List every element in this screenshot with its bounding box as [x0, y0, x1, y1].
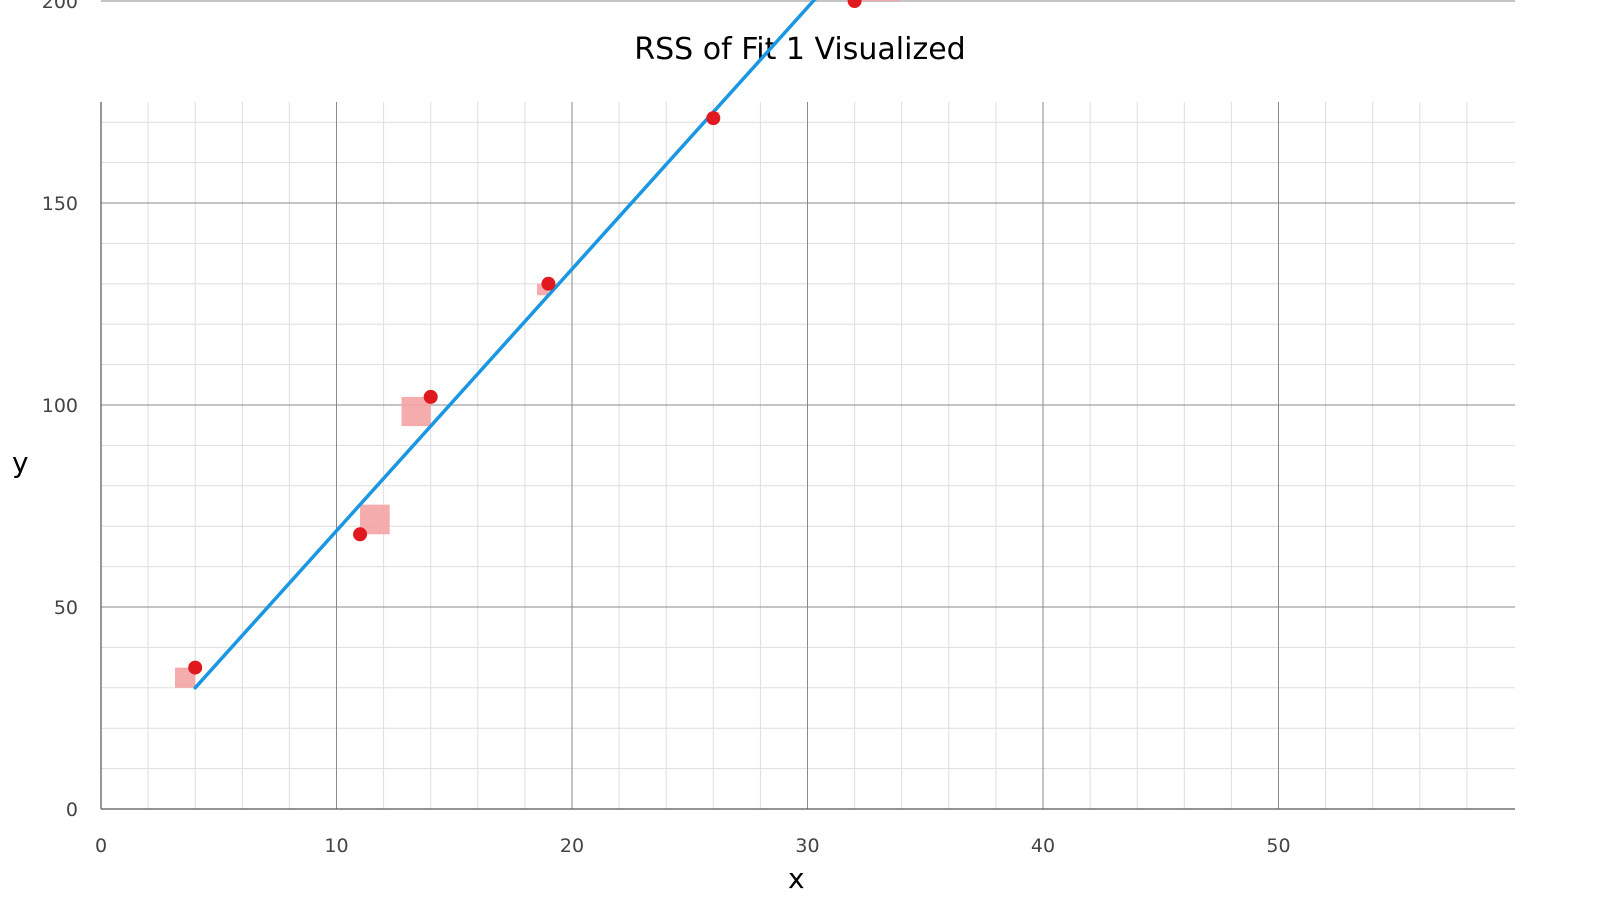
y-tick-label: 150	[42, 193, 78, 215]
x-tick-label: 30	[795, 835, 819, 857]
y-axis-label: y	[12, 446, 29, 479]
data-point	[847, 0, 862, 8]
chart-title: RSS of Fit 1 Visualized	[634, 32, 966, 67]
y-tick-label: 100	[42, 395, 78, 417]
x-axis-label: x	[788, 862, 805, 895]
x-tick-label: 10	[324, 835, 348, 857]
x-tick-label: 50	[1266, 835, 1290, 857]
x-tick-label: 0	[95, 835, 107, 857]
y-tick-label: 0	[66, 799, 78, 821]
x-tick-label: 40	[1031, 835, 1055, 857]
y-tick-label: 200	[42, 0, 78, 13]
x-tick-label: 20	[560, 835, 584, 857]
data-point	[423, 389, 438, 404]
data-point	[188, 660, 203, 675]
y-tick-label: 50	[54, 597, 78, 619]
data-point	[706, 111, 721, 126]
residual-square	[536, 283, 549, 296]
data-point	[353, 527, 368, 542]
data-point	[541, 276, 556, 291]
residual-square	[854, 0, 901, 1]
residual-square	[175, 667, 196, 688]
